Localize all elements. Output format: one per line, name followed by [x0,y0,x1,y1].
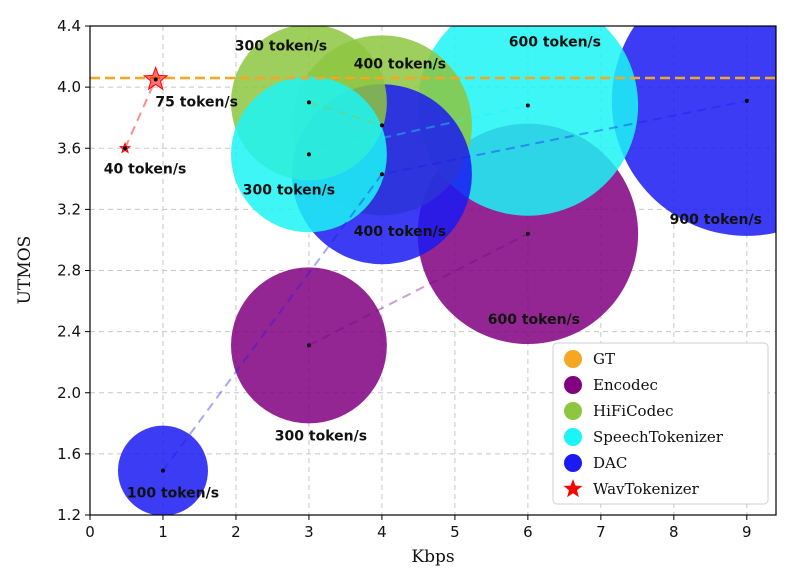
legend-label-hificodec: HiFiCodec [593,402,673,420]
x-tick-label: 7 [596,523,606,541]
center-dot [379,123,384,128]
x-tick-label: 3 [304,523,314,541]
legend-label-wavtokenizer: WavTokenizer [593,480,700,498]
bubble-label-encodec-600: 600 token/s [488,312,580,328]
legend-label-encodec: Encodec [593,376,658,394]
series-line-wavtokenizer [124,79,157,149]
x-tick-label: 2 [231,523,241,541]
center-dot [306,152,311,157]
y-tick-label: 1.2 [57,506,81,524]
bubble-label-wavtokenizer-40: 40 token/s [104,161,187,177]
bubble-label-speechtokenizer-300: 300 token/s [243,182,335,198]
series-line-hificodec [308,101,383,127]
x-tick-label: 4 [377,523,387,541]
legend-swatch-speechtokenizer [564,428,582,446]
y-tick-label: 3.2 [57,200,81,218]
center-dot [525,231,530,236]
bubble-speechtokenizer-600 [417,26,639,216]
legend-label-speechtokenizer: SpeechTokenizer [593,428,724,446]
x-tick-label: 0 [85,523,95,541]
bubbles [117,26,776,515]
legend-swatch-dac [564,454,582,472]
series-line-speechtokenizer [308,104,529,156]
legend-label-gt: GT [593,350,615,368]
y-tick-label: 2.8 [57,262,81,280]
y-tick-label: 4.0 [57,78,81,96]
center-dot [153,77,158,82]
legend-star-icon [563,479,583,498]
x-axis-title: Kbps [411,547,454,567]
y-tick-label: 2.0 [57,384,81,402]
x-tick-label: 6 [523,523,533,541]
x-tick-label: 8 [669,523,679,541]
axis-ticks: 0 1 2 3 4 5 6 7 8 9 1.2 1.6 2.0 2.4 2.8 3.2 3.6 4.0 4.4 [57,17,751,541]
x-tick-label: 5 [450,523,460,541]
legend: GT Encodec HiFiCodec SpeechTokenizer DAC WavT… [552,342,769,505]
bubble-label-dac-400: 400 token/s [354,224,446,240]
series-line-encodec [308,232,529,347]
legend-swatch-encodec [564,376,582,394]
y-tick-label: 4.4 [57,17,81,35]
center-dot [744,98,749,103]
center-dot [525,103,530,108]
legend-swatch-gt [564,350,582,368]
bubble-label-wavtokenizer-75: 75 token/s [155,94,238,110]
x-tick-label: 9 [742,523,752,541]
bubble-labels: 300 token/s 600 token/s 300 token/s 400 tok… [104,34,762,501]
y-tick-label: 1.6 [57,445,81,463]
center-dot [123,146,128,151]
y-tick-label: 3.6 [57,139,81,157]
center-dot [306,343,311,348]
center-dot [160,468,165,473]
center-dot [306,100,311,105]
legend-swatch-hificodec [564,402,582,420]
bubble-label-dac-100: 100 token/s [127,486,219,502]
center-dot [379,172,384,177]
bubble-label-encodec-300: 300 token/s [275,428,367,444]
x-tick-label: 1 [158,523,168,541]
bubble-label-hificodec-400: 400 token/s [354,56,446,72]
bubble-label-hificodec-300: 300 token/s [235,38,327,54]
bubble-label-dac-900: 900 token/s [670,212,762,228]
y-tick-label: 2.4 [57,323,81,341]
legend-box [552,342,769,505]
center-markers [118,66,749,473]
bubble-label-speechtokenizer-600: 600 token/s [509,34,601,50]
y-axis-title: UTMOS [15,236,35,305]
legend-label-dac: DAC [593,454,627,472]
